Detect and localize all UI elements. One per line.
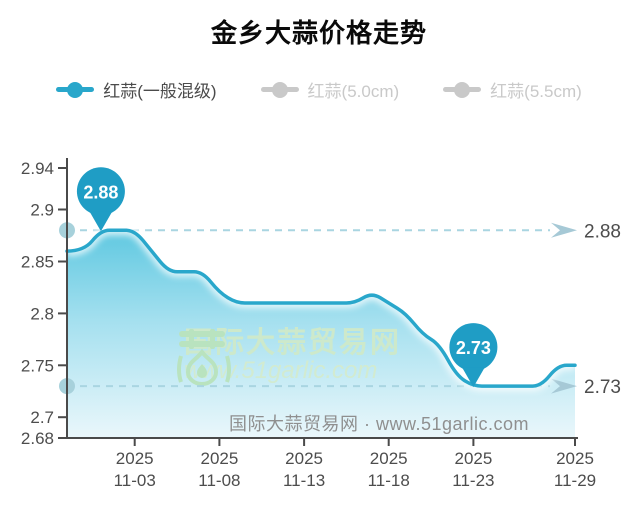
legend-line-dot-icon xyxy=(443,81,482,98)
svg-text:2025: 2025 xyxy=(370,449,408,468)
series-line-glow xyxy=(66,225,575,392)
svg-text:11-03: 11-03 xyxy=(114,471,156,490)
legend-label: 红蒜(一般混级) xyxy=(103,82,217,101)
legend-label: 红蒜(5.5cm) xyxy=(490,82,582,101)
svg-text:2.75: 2.75 xyxy=(21,356,54,375)
svg-text:2.94: 2.94 xyxy=(21,159,54,178)
svg-text:11-23: 11-23 xyxy=(452,471,494,490)
legend-item-5cm[interactable]: 红蒜(5.0cm) xyxy=(260,77,400,102)
legend-label: 红蒜(5.0cm) xyxy=(307,82,400,101)
arrow-right-icon xyxy=(551,222,577,238)
arrow-right-icon xyxy=(551,378,577,394)
svg-text:2.68: 2.68 xyxy=(21,429,54,448)
svg-text:2.9: 2.9 xyxy=(30,201,54,220)
legend-item-mixed-grade[interactable]: 红蒜(一般混级) xyxy=(56,77,217,102)
svg-text:11-08: 11-08 xyxy=(198,471,240,490)
svg-text:2.8: 2.8 xyxy=(30,304,54,323)
legend: 红蒜(一般混级) 红蒜(5.0cm) 红蒜(5.5cm) xyxy=(0,77,638,102)
svg-text:2.85: 2.85 xyxy=(21,253,54,272)
svg-text:11-29: 11-29 xyxy=(554,471,596,490)
legend-line-dot-icon xyxy=(56,81,95,98)
svg-text:2.7: 2.7 xyxy=(30,408,54,427)
garlic-logo-icon xyxy=(177,329,231,386)
svg-text:2025: 2025 xyxy=(285,449,323,468)
price-pin-low: 2.73 xyxy=(449,323,498,388)
svg-text:2.73: 2.73 xyxy=(456,338,491,358)
y-axis-ticks: 2.94 2.9 2.85 2.8 2.75 2.7 2.68 xyxy=(21,159,67,448)
legend-line-dot-icon xyxy=(260,81,299,98)
legend-item-55cm[interactable]: 红蒜(5.5cm) xyxy=(443,77,582,102)
price-pin-high: 2.88 xyxy=(76,167,125,232)
svg-text:2025: 2025 xyxy=(116,449,154,468)
svg-text:11-13: 11-13 xyxy=(283,471,325,490)
x-axis-ticks: 2025 11-03 2025 11-08 2025 11-13 2025 11-18 2025… xyxy=(114,438,596,490)
svg-text:2025: 2025 xyxy=(454,449,492,468)
axis-lines xyxy=(66,158,578,439)
svg-text:2.88: 2.88 xyxy=(83,182,118,202)
footer-watermark: 国际大蒜贸易网 · www.51garlic.com xyxy=(229,414,530,434)
svg-text:2025: 2025 xyxy=(200,449,238,468)
annotation-value-label: 2.88 xyxy=(584,221,621,242)
svg-text:2025: 2025 xyxy=(556,449,594,468)
center-watermark: 国际大蒜贸易网 www.51garlic.com xyxy=(176,328,401,386)
svg-text:11-18: 11-18 xyxy=(368,471,410,490)
annotation-value-label: 2.73 xyxy=(584,377,621,398)
chart-title: 金乡大蒜价格走势 xyxy=(210,18,427,48)
series-line xyxy=(65,228,577,388)
